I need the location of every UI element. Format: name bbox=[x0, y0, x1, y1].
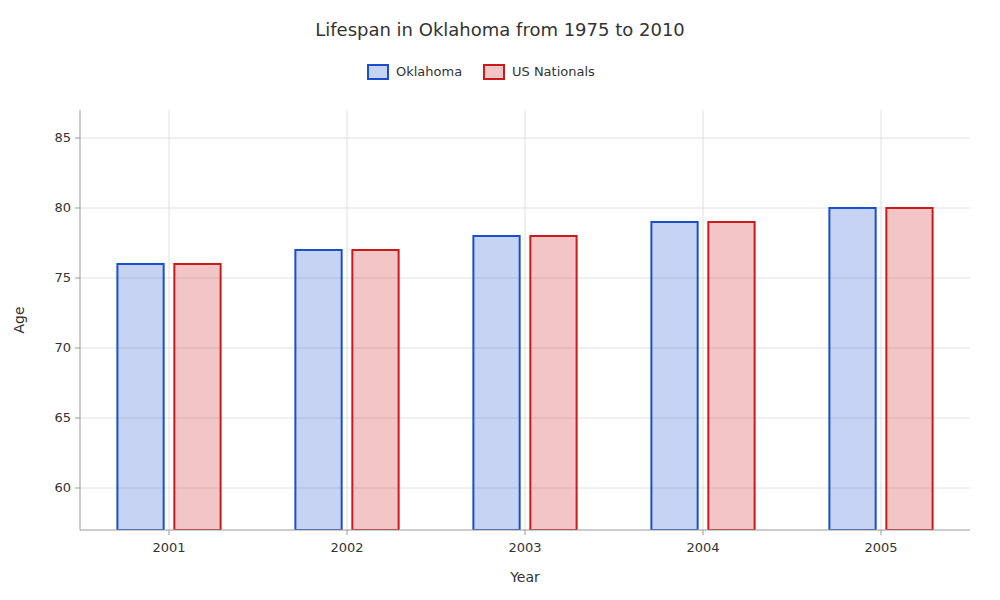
y-axis-line bbox=[80, 110, 81, 530]
axes: 60 65 70 75 80 85 2001 2002 2003 2004 2005 bbox=[54, 110, 970, 555]
x-grid-line bbox=[881, 110, 882, 530]
y-tick-label: 70 bbox=[54, 340, 71, 355]
y-tick-label: 60 bbox=[54, 480, 71, 495]
bar bbox=[352, 250, 398, 530]
legend: Oklahoma US Nationals bbox=[368, 64, 595, 80]
bar bbox=[530, 236, 576, 530]
bar bbox=[886, 208, 932, 530]
bar bbox=[829, 208, 875, 530]
x-tick bbox=[881, 530, 882, 535]
grid bbox=[80, 110, 970, 530]
x-tick-label: 2003 bbox=[508, 540, 541, 555]
title: Lifespan in Oklahoma from 1975 to 2010 bbox=[315, 19, 685, 40]
bar bbox=[708, 222, 754, 530]
legend-swatch bbox=[368, 65, 388, 79]
y-tick bbox=[75, 208, 80, 209]
x-tick-label: 2002 bbox=[330, 540, 363, 555]
bar bbox=[174, 264, 220, 530]
bars bbox=[117, 208, 932, 530]
y-tick bbox=[75, 418, 80, 419]
x-tick bbox=[347, 530, 348, 535]
y-tick-label: 80 bbox=[54, 200, 71, 215]
y-tick bbox=[75, 488, 80, 489]
legend-swatch bbox=[484, 65, 504, 79]
x-tick-label: 2001 bbox=[152, 540, 185, 555]
y-tick-label: 75 bbox=[54, 270, 71, 285]
bar bbox=[473, 236, 519, 530]
bar bbox=[117, 264, 163, 530]
chart-container: 60 65 70 75 80 85 2001 2002 2003 2004 2005 Year Age L… bbox=[0, 0, 1000, 600]
legend-entry: Oklahoma bbox=[396, 64, 462, 79]
legend-entry: US Nationals bbox=[512, 64, 595, 79]
x-tick bbox=[703, 530, 704, 535]
x-grid-line bbox=[347, 110, 348, 530]
bar bbox=[651, 222, 697, 530]
y-axis-label: Age bbox=[11, 306, 27, 333]
y-tick bbox=[75, 278, 80, 279]
x-grid-line bbox=[169, 110, 170, 530]
x-axis-label: Year bbox=[509, 569, 540, 585]
x-grid-line bbox=[703, 110, 704, 530]
x-tick-label: 2005 bbox=[864, 540, 897, 555]
chart-svg: 60 65 70 75 80 85 2001 2002 2003 2004 2005 Year Age L… bbox=[0, 0, 1000, 600]
x-tick bbox=[169, 530, 170, 535]
x-tick bbox=[525, 530, 526, 535]
x-tick-label: 2004 bbox=[686, 540, 719, 555]
y-tick-label: 85 bbox=[54, 130, 71, 145]
y-tick-label: 65 bbox=[54, 410, 71, 425]
y-tick bbox=[75, 348, 80, 349]
y-tick bbox=[75, 138, 80, 139]
x-grid-line bbox=[525, 110, 526, 530]
bar bbox=[295, 250, 341, 530]
